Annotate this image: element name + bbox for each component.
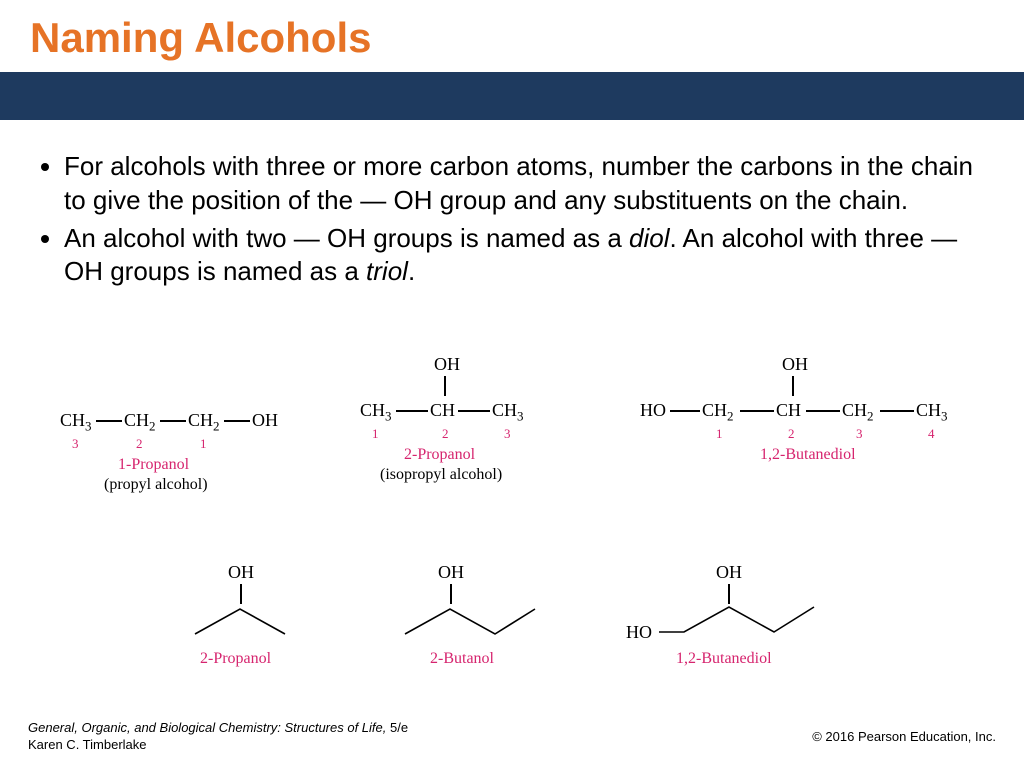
atom-ho: HO — [640, 400, 666, 421]
atom-ho: HO — [626, 622, 652, 643]
atom-oh: OH — [438, 562, 464, 583]
bullet-list: For alcohols with three or more carbon a… — [0, 120, 1024, 303]
skeletal-formulas-row2: OH 2-Propanol OH 2-Butanol OH HO 1,2-But… — [0, 570, 1024, 710]
skeletal-2-butanol: OH 2-Butanol — [400, 570, 550, 690]
atom-ch3: CH3 — [360, 400, 392, 425]
atom-oh: OH — [716, 562, 742, 583]
carbon-number: 3 — [856, 426, 863, 442]
carbon-number: 2 — [788, 426, 795, 442]
atom-ch: CH — [430, 400, 455, 421]
atom-oh: OH — [782, 354, 808, 375]
iupac-name: 2-Propanol — [404, 446, 475, 464]
footer-book-info: General, Organic, and Biological Chemist… — [28, 720, 408, 754]
title-bar — [0, 72, 1024, 120]
atom-oh: OH — [252, 410, 278, 431]
atom-oh: OH — [228, 562, 254, 583]
book-author: Karen C. Timberlake — [28, 737, 147, 752]
atom-ch2: CH2 — [842, 400, 874, 425]
iupac-name: 2-Butanol — [430, 650, 494, 668]
atom-ch3: CH3 — [916, 400, 948, 425]
atom-ch3: CH3 — [60, 410, 92, 435]
iupac-name: 1,2-Butanediol — [760, 446, 856, 464]
carbon-number: 1 — [372, 426, 379, 442]
carbon-number: 3 — [504, 426, 511, 442]
atom-ch2: CH2 — [188, 410, 220, 435]
book-title: General, Organic, and Biological Chemist… — [28, 720, 386, 735]
skeletal-2-propanol: OH 2-Propanol — [190, 570, 310, 690]
bullet-2: An alcohol with two — OH groups is named… — [64, 222, 974, 290]
atom-ch2: CH2 — [124, 410, 156, 435]
atom-oh: OH — [434, 354, 460, 375]
atom-ch2: CH2 — [702, 400, 734, 425]
structural-formulas-row1: CH3 CH2 CH2 OH 3 2 1 1-Propanol (propyl … — [0, 360, 1024, 540]
carbon-number: 4 — [928, 426, 935, 442]
carbon-number: 1 — [716, 426, 723, 442]
book-edition: 5/e — [390, 720, 408, 735]
atom-ch: CH — [776, 400, 801, 421]
carbon-number: 1 — [200, 436, 207, 452]
iupac-name: 1-Propanol — [118, 456, 189, 474]
iupac-name: 2-Propanol — [200, 650, 271, 668]
common-name: (isopropyl alcohol) — [380, 466, 502, 484]
bullet-1: For alcohols with three or more carbon a… — [64, 150, 974, 218]
carbon-number: 3 — [72, 436, 79, 452]
carbon-number: 2 — [442, 426, 449, 442]
slide-title: Naming Alcohols — [0, 0, 1024, 72]
atom-ch3: CH3 — [492, 400, 524, 425]
footer-copyright: © 2016 Pearson Education, Inc. — [812, 729, 996, 744]
carbon-number: 2 — [136, 436, 143, 452]
skeletal-12-butanediol: OH HO 1,2-Butanediol — [630, 570, 830, 690]
common-name: (propyl alcohol) — [104, 476, 208, 494]
iupac-name: 1,2-Butanediol — [676, 650, 772, 668]
